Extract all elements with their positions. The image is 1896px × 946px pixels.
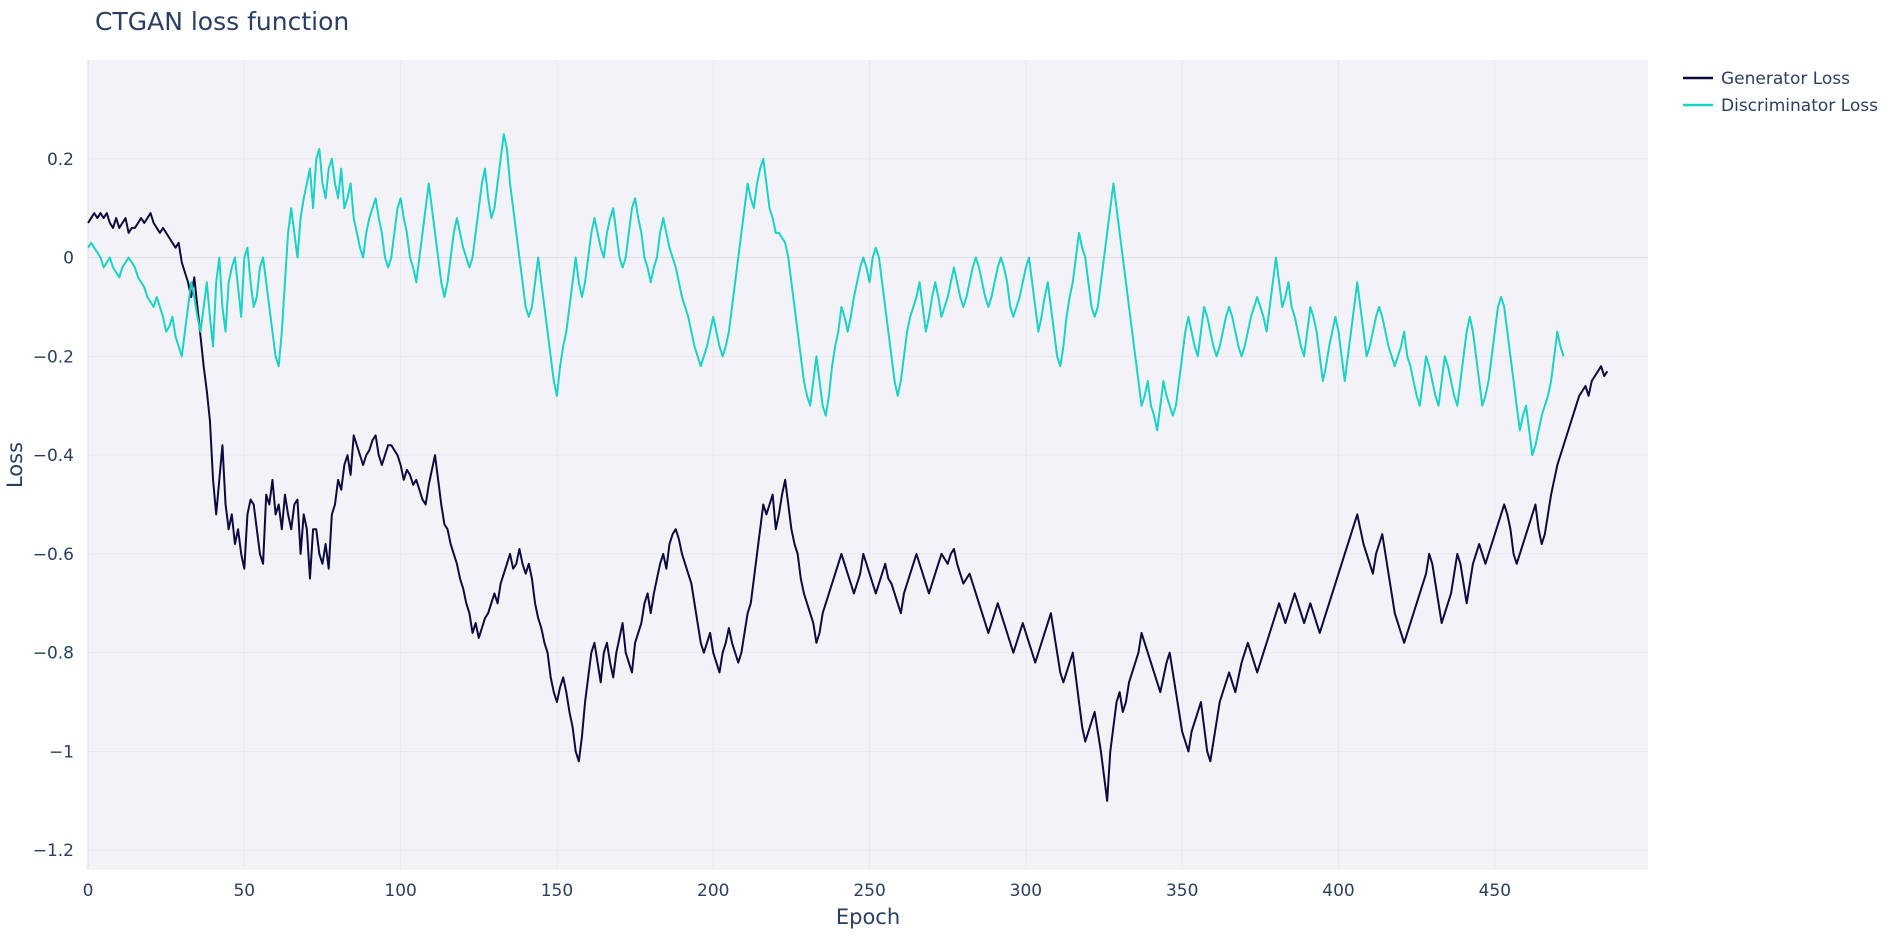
x-tick-label: 350: [1166, 881, 1198, 901]
y-axis-title: Loss: [3, 442, 27, 488]
y-tick-label: −0.2: [33, 347, 74, 367]
y-tick-label: −0.4: [33, 446, 74, 466]
x-tick-label: 250: [853, 881, 885, 901]
legend-label-discriminator: Discriminator Loss: [1721, 96, 1878, 116]
tick-layer: −1.2 −1 −0.8 −0.6 −0.4 −0.2 0 0.2 0 50 100 150 200 25…: [33, 150, 1511, 901]
x-tick-label: 200: [697, 881, 729, 901]
chart-title: CTGAN loss function: [95, 7, 349, 36]
y-tick-label: −1: [49, 742, 74, 762]
x-tick-label: 0: [83, 881, 94, 901]
legend: Generator Loss Discriminator Loss: [1683, 69, 1878, 116]
y-tick-label: 0: [63, 249, 74, 269]
x-tick-label: 300: [1010, 881, 1042, 901]
x-tick-label: 150: [541, 881, 573, 901]
discriminator-loss-line[interactable]: [87, 133, 1565, 457]
legend-item-discriminator[interactable]: Discriminator Loss: [1683, 96, 1878, 116]
x-tick-label: 50: [233, 881, 255, 901]
x-tick-label: 450: [1479, 881, 1511, 901]
legend-label-generator: Generator Loss: [1721, 69, 1850, 89]
y-tick-label: −0.6: [33, 545, 74, 565]
series-layer: [87, 133, 1609, 802]
x-axis-title: Epoch: [836, 905, 900, 929]
y-tick-label: −0.8: [33, 644, 74, 664]
y-tick-label: −1.2: [33, 841, 74, 861]
legend-item-generator[interactable]: Generator Loss: [1683, 69, 1850, 89]
generator-loss-line[interactable]: [87, 212, 1609, 802]
x-tick-label: 100: [384, 881, 416, 901]
y-tick-label: 0.2: [47, 150, 74, 170]
x-tick-label: 400: [1322, 881, 1354, 901]
